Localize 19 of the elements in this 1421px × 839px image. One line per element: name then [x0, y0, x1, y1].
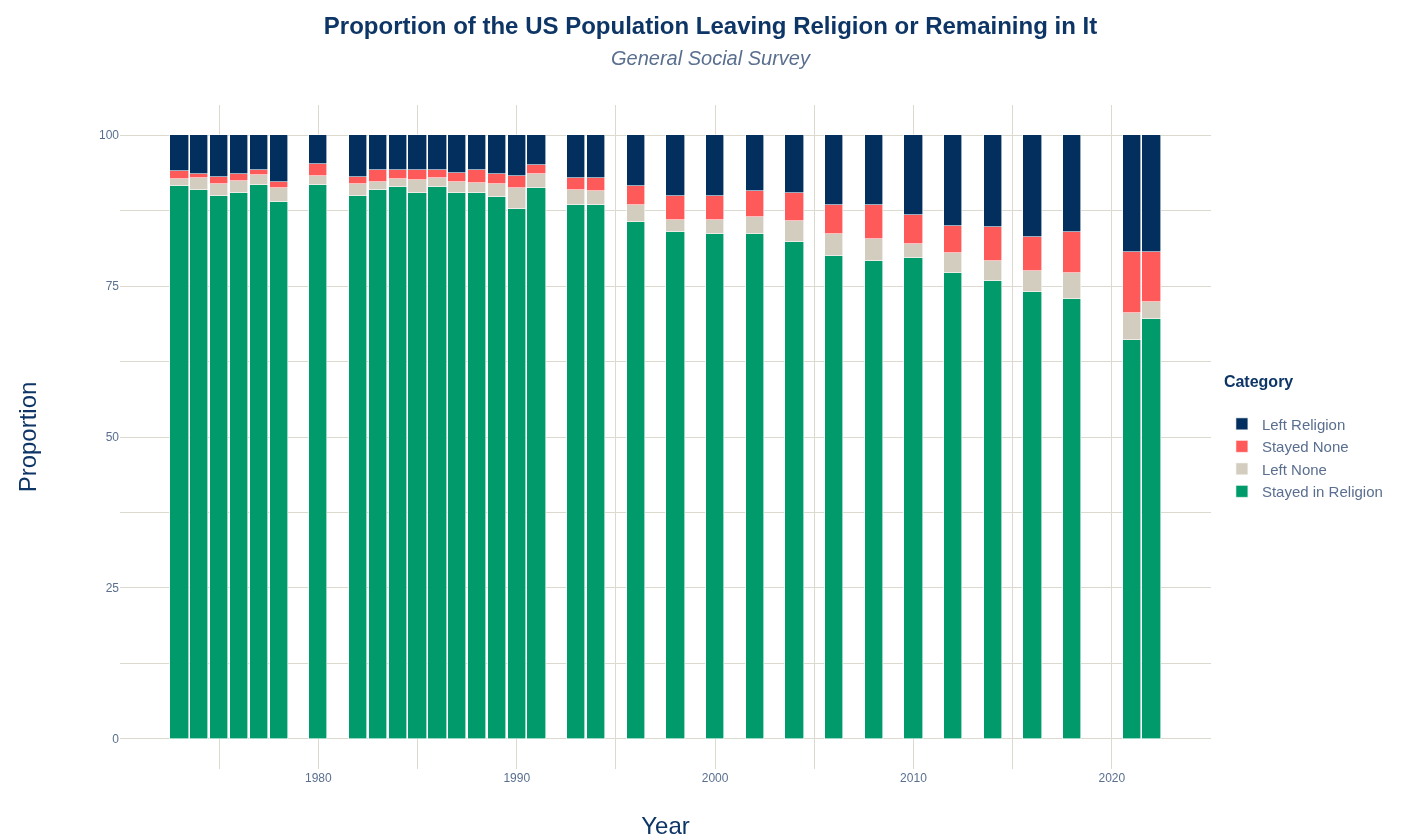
y-tick-label: 100 [98, 128, 120, 143]
legend-label: Left None [1261, 460, 1327, 478]
x-tick-label: 2000 [701, 771, 729, 785]
y-tick-label: 25 [105, 581, 120, 596]
x-axis-title: Year [641, 812, 690, 839]
x-tick-label: 2010 [900, 771, 928, 785]
legend-title: Category [1223, 372, 1294, 390]
legend-label: Left Religion [1261, 415, 1346, 433]
y-tick-label: 50 [105, 430, 120, 445]
chart-title: Proportion of the US Population Leaving Religion or Remaining in It [323, 11, 1098, 39]
y-tick-label: 75 [105, 279, 120, 294]
x-tick-label: 1980 [305, 771, 333, 785]
legend-label: Stayed None [1261, 438, 1349, 456]
y-tick-label: 0 [112, 732, 120, 747]
x-tick-label: 2020 [1098, 771, 1126, 785]
legend-label: Stayed in Religion [1261, 483, 1383, 501]
y-axis-title: Proportion [14, 381, 42, 493]
chart-subtitle: General Social Survey [611, 46, 811, 69]
x-tick-label: 1990 [503, 771, 531, 785]
